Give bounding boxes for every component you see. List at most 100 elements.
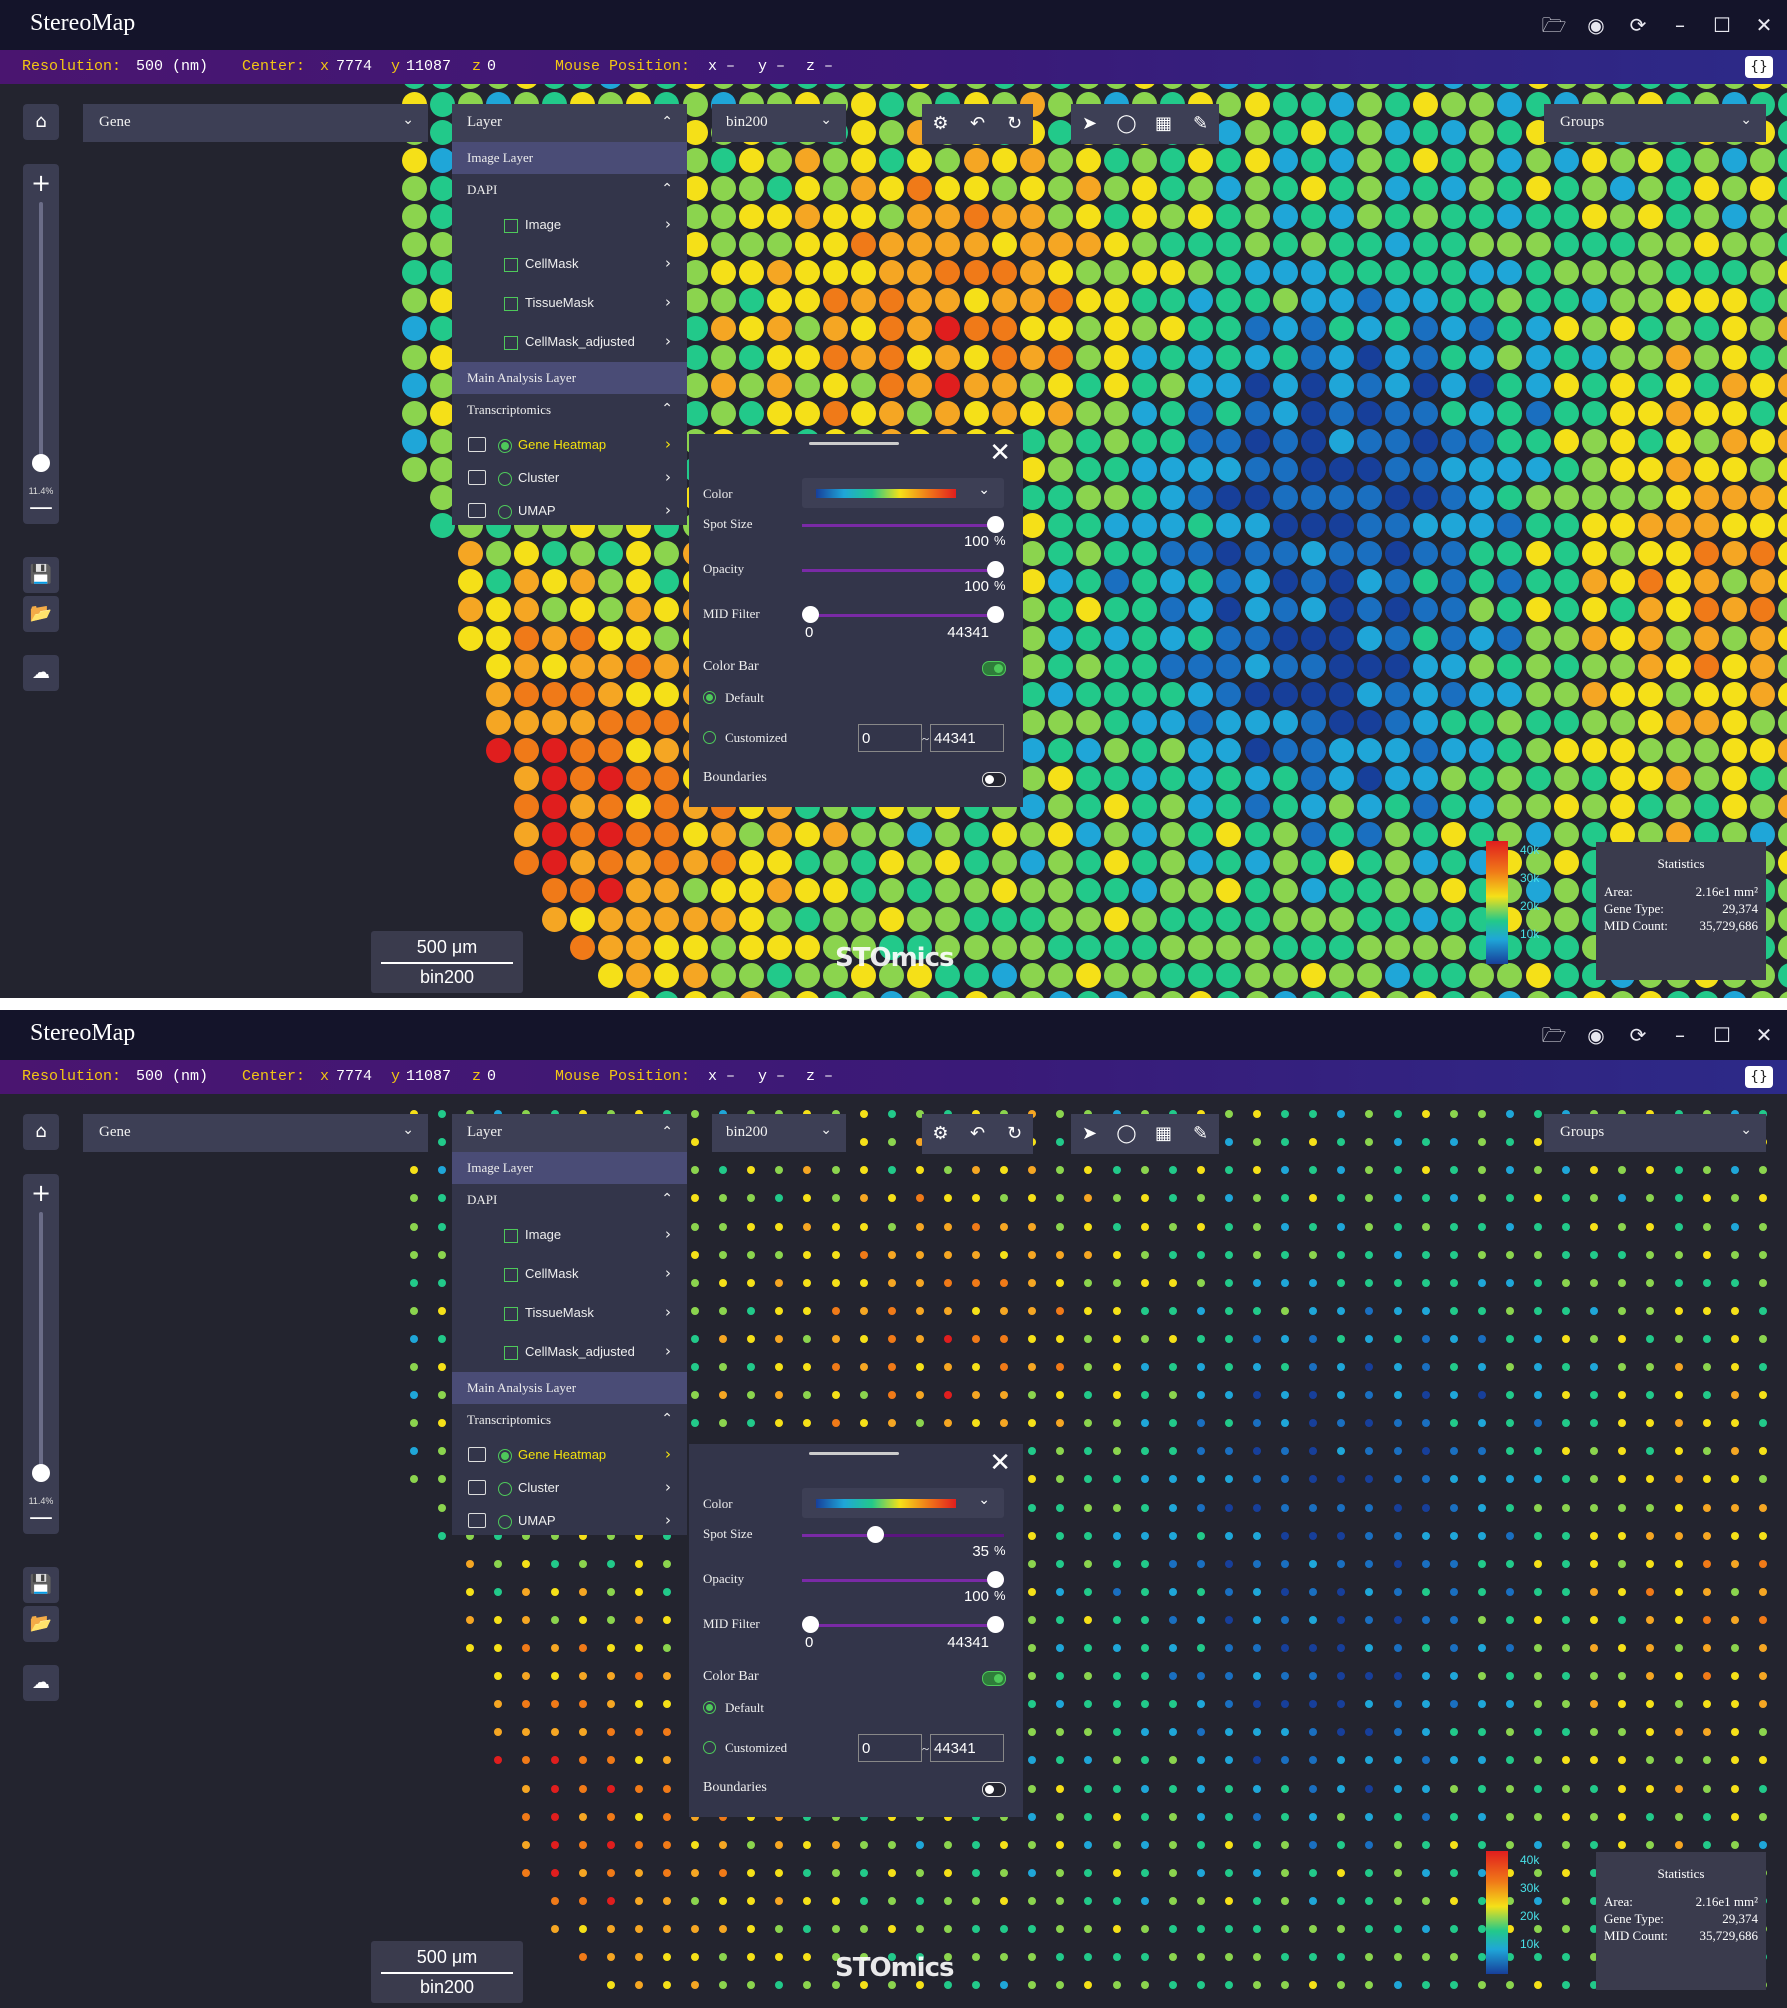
zoom-out-button[interactable]: — [29,493,53,521]
pointer-icon[interactable]: ➤ [1081,1123,1098,1144]
layer-item-cellmask-adjusted[interactable]: CellMask_adjusted › [452,323,687,362]
cloud-upload-button[interactable]: ☁ [23,1665,59,1701]
json-button[interactable]: {} [1745,1066,1773,1088]
bin-size-dropdown[interactable]: bin200 ⌄ [712,104,846,142]
open-folder-button[interactable]: 📂 [23,596,59,632]
gear-icon[interactable]: ⚙ [932,1123,949,1144]
gene-dropdown[interactable]: Gene ⌄ [83,104,428,142]
chevron-right-icon[interactable]: › [665,254,671,272]
zoom-slider-thumb[interactable] [32,454,50,472]
drag-handle[interactable] [809,1452,899,1455]
close-icon[interactable]: ✕ [989,1448,1011,1478]
chevron-right-icon[interactable]: › [665,1303,671,1321]
dapi-group[interactable]: DAPI ⌃ [452,1184,687,1216]
minimize-icon[interactable]: – [1675,1023,1685,1047]
layer-item-cluster[interactable]: Cluster › [452,459,687,492]
spot-size-knob[interactable] [866,1526,884,1543]
layer-radio[interactable] [498,472,512,486]
chevron-right-icon[interactable]: › [665,468,671,486]
chevron-right-icon[interactable]: › [665,1225,671,1243]
custom-max-input[interactable]: 44341 [930,1734,1004,1762]
refresh-icon[interactable]: ⟳ [1629,1023,1647,1047]
opacity-slider[interactable] [802,1571,1004,1588]
lasso-icon[interactable]: ◯ [1116,1123,1137,1144]
layer-checkbox[interactable] [504,1268,518,1282]
close-icon[interactable]: ✕ [1755,1023,1773,1047]
default-radio[interactable] [703,1701,716,1714]
home-button[interactable]: ⌂ [23,1114,59,1150]
custom-min-input[interactable]: 0 [858,724,922,752]
maximize-icon[interactable]: ☐ [1713,1023,1731,1047]
bin-size-dropdown[interactable]: bin200 ⌄ [712,1114,846,1152]
settings-icon[interactable]: ◉ [1587,13,1605,37]
mid-filter-min-knob[interactable] [802,1616,819,1633]
refresh-icon[interactable]: ⟳ [1629,13,1647,37]
mid-filter-slider[interactable] [802,606,1004,623]
drag-handle[interactable] [809,442,899,445]
chevron-right-icon[interactable]: › [665,501,671,519]
custom-max-input[interactable]: 44341 [930,724,1004,752]
layer-radio[interactable] [498,1482,512,1496]
mid-filter-max-knob[interactable] [987,1616,1004,1633]
chevron-right-icon[interactable]: › [665,435,671,453]
default-radio[interactable] [703,691,716,704]
layer-panel-header[interactable]: Layer ⌃ [452,104,687,142]
rectangle-select-icon[interactable]: ▦ [1154,113,1172,134]
layer-item-cellmask-adjusted[interactable]: CellMask_adjusted › [452,1333,687,1372]
zoom-slider-track[interactable] [39,202,43,472]
groups-dropdown[interactable]: Groups ⌄ [1544,104,1766,142]
layer-item-cellmask[interactable]: CellMask › [452,1255,687,1294]
opacity-slider[interactable] [802,561,1004,578]
color-bar-toggle[interactable] [982,661,1006,676]
rectangle-select-icon[interactable]: ▦ [1154,1123,1172,1144]
customized-radio[interactable] [703,731,716,744]
color-bar-toggle[interactable] [982,1671,1006,1686]
chevron-right-icon[interactable]: › [665,1264,671,1282]
color-scheme-dropdown[interactable]: ⌄ [802,1488,1004,1518]
dapi-group[interactable]: DAPI ⌃ [452,174,687,206]
chevron-right-icon[interactable]: › [665,215,671,233]
layer-item-gene-heatmap[interactable]: Gene Heatmap › [452,1436,687,1469]
ruler-icon[interactable]: ✎ [1192,113,1209,134]
ruler-icon[interactable]: ✎ [1192,1123,1209,1144]
undo-icon[interactable]: ↶ [969,113,986,134]
transcriptomics-group[interactable]: Transcriptomics ⌃ [452,394,687,426]
zoom-slider-thumb[interactable] [32,1464,50,1482]
folder-open-icon[interactable]: 🗁 [1541,1023,1567,1047]
zoom-in-button[interactable]: + [30,169,52,197]
lasso-icon[interactable]: ◯ [1116,113,1137,134]
layer-checkbox[interactable] [504,1307,518,1321]
layer-radio[interactable] [498,505,512,519]
save-button[interactable]: 💾 [23,1567,59,1603]
color-scheme-dropdown[interactable]: ⌄ [802,478,1004,508]
layer-item-image[interactable]: Image › [452,1216,687,1255]
transcriptomics-group[interactable]: Transcriptomics ⌃ [452,1404,687,1436]
layer-item-image[interactable]: Image › [452,206,687,245]
chevron-right-icon[interactable]: › [665,1478,671,1496]
spot-size-slider[interactable] [802,516,1004,533]
layer-item-cluster[interactable]: Cluster › [452,1469,687,1502]
mid-filter-min-knob[interactable] [802,606,819,623]
json-button[interactable]: {} [1745,56,1773,78]
zoom-in-button[interactable]: + [30,1179,52,1207]
undo-icon[interactable]: ↶ [969,1123,986,1144]
layer-radio[interactable] [498,439,512,453]
layer-checkbox[interactable] [504,258,518,272]
chevron-right-icon[interactable]: › [665,1342,671,1360]
cloud-upload-button[interactable]: ☁ [23,655,59,691]
open-folder-button[interactable]: 📂 [23,1606,59,1642]
groups-dropdown[interactable]: Groups ⌄ [1544,1114,1766,1152]
mid-filter-slider[interactable] [802,1616,1004,1633]
layer-radio[interactable] [498,1515,512,1529]
layer-item-tissuemask[interactable]: TissueMask › [452,284,687,323]
boundaries-toggle[interactable] [982,772,1006,787]
layer-checkbox[interactable] [504,297,518,311]
layer-panel-header[interactable]: Layer ⌃ [452,1114,687,1152]
opacity-knob[interactable] [987,1571,1004,1588]
home-button[interactable]: ⌂ [23,104,59,140]
custom-min-input[interactable]: 0 [858,1734,922,1762]
zoom-slider-track[interactable] [39,1212,43,1482]
mid-filter-max-knob[interactable] [987,606,1004,623]
layer-checkbox[interactable] [504,1346,518,1360]
customized-radio[interactable] [703,1741,716,1754]
